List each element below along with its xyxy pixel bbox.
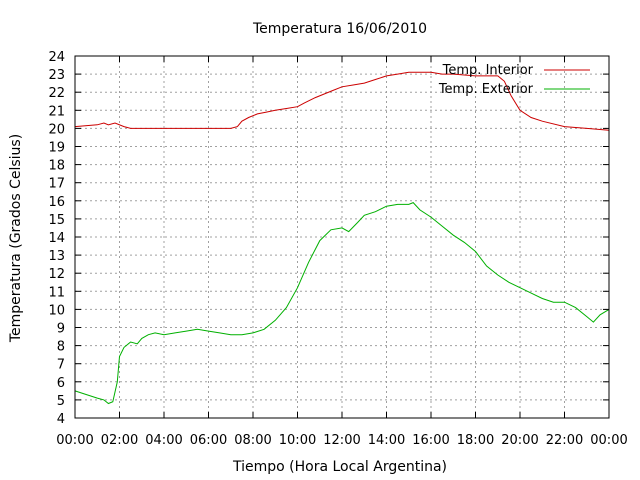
y-tick-label: 16 bbox=[48, 195, 65, 210]
x-tick-label: 22:00 bbox=[546, 433, 583, 448]
x-tick-label: 20:00 bbox=[501, 433, 538, 448]
y-tick-label: 7 bbox=[57, 358, 65, 373]
legend-label-interior: Temp. Interior bbox=[442, 63, 534, 78]
x-tick-label: 02:00 bbox=[101, 433, 138, 448]
y-tick-label: 14 bbox=[48, 231, 65, 246]
chart-title: Temperatura 16/06/2010 bbox=[252, 21, 427, 37]
x-tick-label: 10:00 bbox=[279, 433, 316, 448]
y-tick-label: 23 bbox=[48, 68, 65, 83]
y-tick-label: 19 bbox=[48, 141, 65, 156]
x-tick-label: 04:00 bbox=[145, 433, 182, 448]
x-tick-label: 00:00 bbox=[590, 433, 627, 448]
y-tick-label: 15 bbox=[48, 213, 65, 228]
y-tick-label: 5 bbox=[57, 394, 65, 409]
x-tick-label: 14:00 bbox=[368, 433, 405, 448]
series-group bbox=[74, 71, 610, 405]
x-tick-label: 16:00 bbox=[412, 433, 449, 448]
y-tick-label: 4 bbox=[57, 412, 65, 427]
legend-label-exterior: Temp. Exterior bbox=[438, 82, 534, 97]
x-tick-label: 18:00 bbox=[457, 433, 494, 448]
y-tick-label: 17 bbox=[48, 177, 65, 192]
x-tick-label: 00:00 bbox=[56, 433, 93, 448]
x-tick-label: 06:00 bbox=[190, 433, 227, 448]
x-axis-label: Tiempo (Hora Local Argentina) bbox=[232, 459, 447, 475]
y-tick-label: 21 bbox=[48, 104, 65, 119]
y-tick-label: 12 bbox=[48, 267, 65, 282]
y-tick-label: 13 bbox=[48, 249, 65, 264]
y-tick-label: 24 bbox=[48, 50, 65, 65]
y-tick-label: 18 bbox=[48, 159, 65, 174]
x-tick-label: 08:00 bbox=[234, 433, 271, 448]
y-tick-label: 10 bbox=[48, 303, 65, 318]
x-tick-label: 12:00 bbox=[323, 433, 360, 448]
y-tick-label: 22 bbox=[48, 86, 65, 101]
axis-ticks: 4 5 6 7 8 9 10 11 12 13 14 15 16 17 18 19 20 21 22 23 24 00:0… bbox=[48, 50, 627, 448]
y-axis-label: Temperatura (Grados Celsius) bbox=[8, 134, 24, 343]
y-tick-label: 11 bbox=[48, 285, 65, 300]
y-tick-label: 8 bbox=[57, 340, 65, 355]
y-tick-label: 20 bbox=[48, 122, 65, 137]
series-line-exterior bbox=[74, 202, 610, 405]
legend: Temp. Interior Temp. Exterior bbox=[438, 63, 590, 97]
y-tick-label: 9 bbox=[57, 322, 65, 337]
grid bbox=[75, 56, 609, 418]
y-tick-label: 6 bbox=[57, 376, 65, 391]
series-line-interior bbox=[74, 71, 610, 131]
